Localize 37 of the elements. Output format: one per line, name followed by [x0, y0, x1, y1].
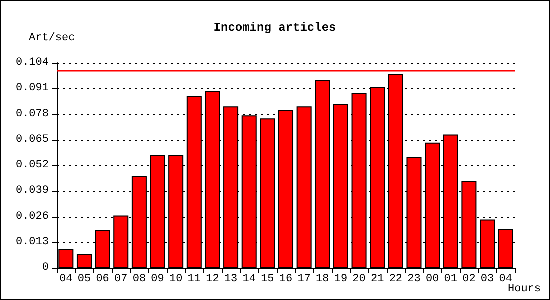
y-tick-label: 0	[42, 262, 49, 274]
x-tick-label: 23	[408, 274, 421, 286]
y-axis-title: Art/sec	[29, 32, 76, 44]
x-tick-label: 19	[334, 274, 348, 286]
y-tick-label: 0.065	[16, 134, 49, 146]
x-axis-title: Hours	[508, 284, 542, 296]
y-tick-label: 0.104	[16, 57, 50, 69]
x-tick-label: 17	[298, 274, 311, 286]
chart-title: Incoming articles	[214, 21, 336, 35]
x-tick-label: 22	[389, 274, 403, 286]
x-tick-label: 08	[132, 274, 146, 286]
x-tick-label: 02	[462, 274, 476, 286]
x-tick-label: 00	[426, 274, 440, 286]
y-tick-label: 0.052	[16, 160, 49, 172]
x-tick-label: 15	[261, 274, 274, 286]
x-tick-label: 11	[188, 274, 202, 286]
x-tick-label: 06	[96, 274, 110, 286]
x-tick-label: 09	[151, 274, 164, 286]
x-tick-label: 21	[371, 274, 385, 286]
x-tick-label: 04	[60, 274, 74, 286]
x-tick-label: 05	[78, 274, 92, 286]
x-tick-label: 10	[169, 274, 183, 286]
x-tick-label: 18	[316, 274, 330, 286]
y-tick-label: 0.091	[16, 82, 50, 95]
y-tick-label: 0.039	[16, 185, 49, 198]
x-tick-label: 12	[206, 274, 220, 286]
x-tick-label: 04	[499, 274, 513, 286]
x-tick-label: 14	[242, 274, 256, 286]
x-tick-label: 16	[279, 274, 293, 286]
x-tick-label: 01	[444, 274, 458, 286]
y-tick-label: 0.078	[16, 108, 49, 120]
x-tick-label: 13	[224, 274, 238, 286]
y-tick-label: 0.026	[16, 210, 49, 223]
x-tick-label: 07	[114, 274, 128, 286]
y-tick-label: 0.013	[16, 236, 49, 248]
x-tick-label: 20	[352, 274, 366, 286]
x-tick-label: 03	[480, 274, 494, 286]
